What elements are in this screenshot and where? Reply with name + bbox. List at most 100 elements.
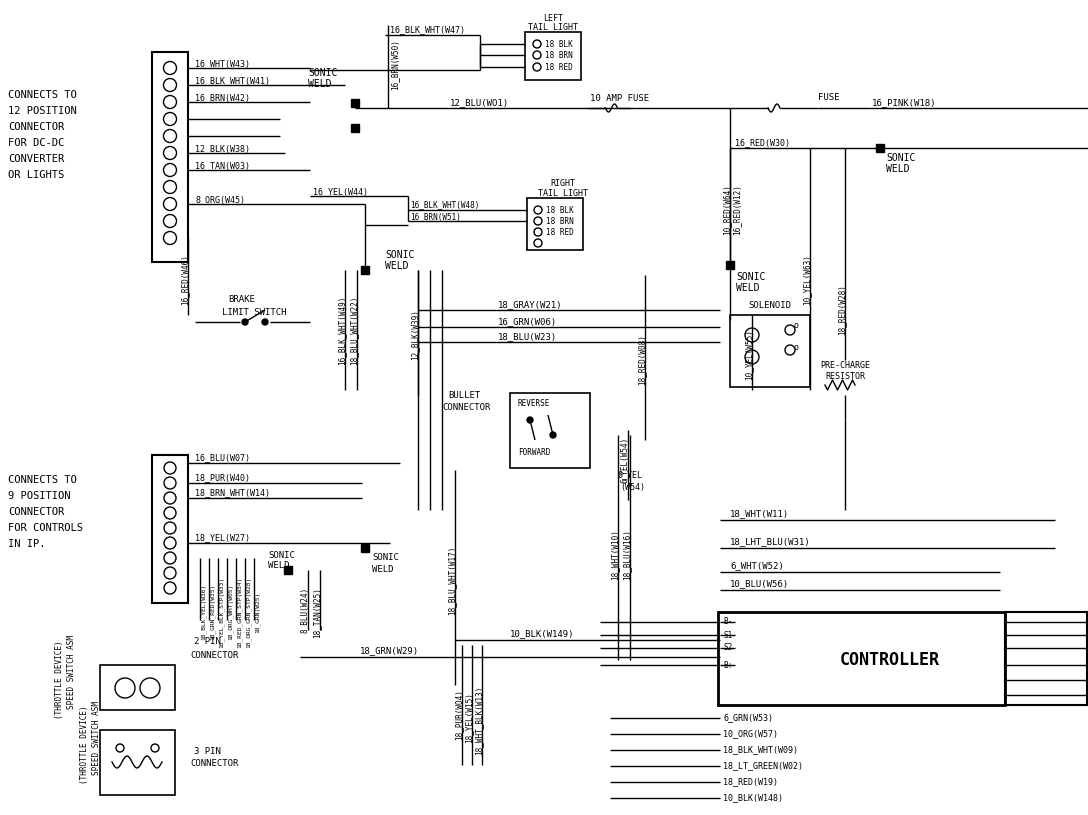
Text: 3 PIN: 3 PIN	[194, 747, 221, 756]
Text: 18_RED_GRN_STP(W34): 18_RED_GRN_STP(W34)	[237, 576, 243, 648]
Text: 18_YEL(W15): 18_YEL(W15)	[463, 693, 473, 743]
Text: CONNECTS TO: CONNECTS TO	[8, 475, 77, 485]
Text: CONTROLLER: CONTROLLER	[840, 651, 940, 669]
Circle shape	[115, 678, 135, 698]
Circle shape	[116, 744, 124, 752]
Text: 18_LT_GREEN(W02): 18_LT_GREEN(W02)	[724, 761, 803, 770]
Circle shape	[163, 231, 176, 244]
Text: 12 POSITION: 12 POSITION	[8, 106, 77, 116]
Bar	[510, 393, 590, 468]
Bar	[361, 266, 369, 274]
Text: 18_BLK_WHT(W09): 18_BLK_WHT(W09)	[724, 746, 798, 755]
Text: 16_GRN(W06): 16_GRN(W06)	[498, 318, 557, 327]
Text: 10 AMP FUSE: 10 AMP FUSE	[590, 94, 650, 103]
Text: o: o	[793, 320, 798, 329]
Text: LEFT: LEFT	[543, 14, 562, 23]
Circle shape	[786, 345, 795, 355]
Text: 18_BRN_WHT(W14): 18_BRN_WHT(W14)	[195, 488, 270, 497]
Circle shape	[534, 206, 542, 214]
Text: 16_RED(W30): 16_RED(W30)	[735, 139, 790, 148]
Circle shape	[164, 582, 176, 594]
Text: 18_YEL(W27): 18_YEL(W27)	[195, 534, 250, 543]
Text: SONIC: SONIC	[268, 550, 295, 560]
Text: 10_BLK(W148): 10_BLK(W148)	[724, 794, 783, 803]
Text: 6_WHT(W52): 6_WHT(W52)	[730, 562, 783, 570]
Text: LIMIT SWITCH: LIMIT SWITCH	[222, 307, 286, 316]
Text: 18_GRN_RED(W35): 18_GRN_RED(W35)	[210, 584, 215, 640]
Circle shape	[551, 432, 556, 438]
Circle shape	[534, 239, 542, 247]
Circle shape	[163, 147, 176, 160]
Text: CONNECTS TO: CONNECTS TO	[8, 90, 77, 100]
Bar	[876, 144, 883, 152]
Text: 10_ORG(W57): 10_ORG(W57)	[724, 729, 778, 738]
Text: 16_BRN(W50): 16_BRN(W50)	[390, 40, 399, 90]
Circle shape	[163, 164, 176, 177]
Text: WELD: WELD	[385, 261, 408, 271]
Text: PRE-CHARGE: PRE-CHARGE	[820, 360, 870, 369]
Text: 12_BLU(WO1): 12_BLU(WO1)	[450, 99, 509, 108]
Text: 6_YEL: 6_YEL	[617, 470, 642, 479]
Circle shape	[163, 95, 176, 108]
Text: 18_BLU(W16): 18_BLU(W16)	[622, 530, 631, 580]
Bar	[152, 52, 188, 262]
Text: (THROTTLE DEVICE): (THROTTLE DEVICE)	[55, 641, 64, 720]
Text: 18 RED: 18 RED	[545, 63, 572, 72]
Text: 18 RED: 18 RED	[546, 227, 573, 236]
Text: 18_RED(W28): 18_RED(W28)	[837, 284, 846, 336]
Text: 16_BLK_WHT(W48): 16_BLK_WHT(W48)	[410, 200, 480, 209]
Text: (W54): (W54)	[620, 482, 645, 491]
Text: 18_GRN(W29): 18_GRN(W29)	[360, 646, 419, 655]
Text: 18_WHT(W11): 18_WHT(W11)	[730, 509, 789, 518]
Text: CONNECTOR: CONNECTOR	[190, 760, 238, 769]
Text: TAIL LIGHT: TAIL LIGHT	[537, 188, 588, 197]
Circle shape	[164, 492, 176, 504]
Text: SPEED SWITCH ASM: SPEED SWITCH ASM	[67, 635, 76, 709]
Text: 6_YEL(W54): 6_YEL(W54)	[620, 437, 629, 483]
Text: SPEED SWITCH ASM: SPEED SWITCH ASM	[92, 701, 101, 775]
Circle shape	[745, 350, 759, 364]
Text: CONNECTOR: CONNECTOR	[442, 403, 491, 412]
Text: FOR CONTROLS: FOR CONTROLS	[8, 523, 83, 533]
Text: BRAKE: BRAKE	[228, 296, 255, 305]
Text: 18_WHT_BLK(W13): 18_WHT_BLK(W13)	[474, 685, 483, 755]
Text: 16_YEL(W44): 16_YEL(W44)	[313, 187, 368, 196]
Circle shape	[534, 217, 542, 225]
Text: WELD: WELD	[735, 283, 759, 293]
Text: 2 PIN: 2 PIN	[194, 637, 221, 646]
Text: 16_RED(W12): 16_RED(W12)	[732, 184, 741, 236]
Text: 16_TAN(W03): 16_TAN(W03)	[195, 161, 250, 170]
Text: 18_RED(W08): 18_RED(W08)	[636, 335, 646, 385]
Text: 18 BLK: 18 BLK	[545, 39, 572, 49]
Text: 6_GRN(W53): 6_GRN(W53)	[724, 713, 772, 723]
Circle shape	[151, 744, 159, 752]
Circle shape	[163, 214, 176, 227]
Text: CONVERTER: CONVERTER	[8, 154, 64, 164]
Text: IN IP.: IN IP.	[8, 539, 46, 549]
Text: REVERSE: REVERSE	[518, 399, 551, 408]
Text: 16_BLU(W07): 16_BLU(W07)	[195, 453, 250, 462]
Text: SONIC: SONIC	[372, 553, 399, 562]
Bar	[726, 261, 734, 269]
Text: 18_BLU(W23): 18_BLU(W23)	[498, 333, 557, 341]
Circle shape	[242, 319, 248, 325]
Circle shape	[163, 78, 176, 91]
Circle shape	[163, 180, 176, 193]
Text: 16_WHT(W43): 16_WHT(W43)	[195, 59, 250, 68]
Text: 10_YEL(W55): 10_YEL(W55)	[744, 329, 753, 381]
Text: RIGHT: RIGHT	[551, 178, 576, 187]
Circle shape	[527, 417, 533, 423]
Text: 16_PINK(W18): 16_PINK(W18)	[871, 99, 937, 108]
Circle shape	[163, 130, 176, 143]
Text: 8_ORG(W45): 8_ORG(W45)	[195, 196, 245, 205]
Bar	[152, 455, 188, 603]
Text: FORWARD: FORWARD	[518, 447, 551, 456]
Text: 10_BLU(W56): 10_BLU(W56)	[730, 579, 789, 588]
Text: 18_YEL_BLK_STP(W33): 18_YEL_BLK_STP(W33)	[219, 576, 224, 648]
Bar	[361, 544, 369, 552]
Bar	[1005, 612, 1087, 705]
Text: (THROTTLE DEVICE): (THROTTLE DEVICE)	[81, 706, 89, 784]
Text: 18_WHT(W10): 18_WHT(W10)	[610, 530, 619, 580]
Text: FUSE: FUSE	[818, 92, 840, 102]
Text: OR LIGHTS: OR LIGHTS	[8, 170, 64, 180]
